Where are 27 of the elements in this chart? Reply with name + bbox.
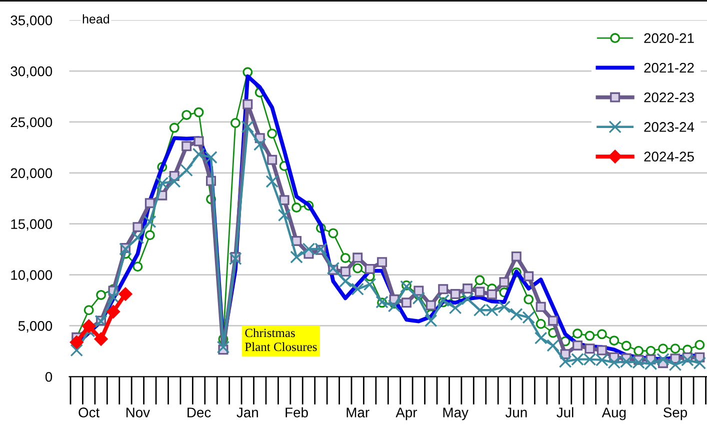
x-tick-label: May <box>443 408 468 420</box>
y-tick-label: 15,000 <box>11 219 52 231</box>
y-tick-label: 10,000 <box>11 270 52 282</box>
x-tick-label: Dec <box>188 408 211 418</box>
legend-label: 2023-24 <box>644 122 694 132</box>
legend-label: 2021-22 <box>644 62 694 73</box>
y-tick-label: 30,000 <box>10 66 52 78</box>
x-tick-label: Aug <box>602 408 626 420</box>
x-tick-label: Feb <box>286 407 308 418</box>
y-axis-title: head <box>82 14 110 24</box>
legend-label: 2022-23 <box>644 92 694 102</box>
x-tick-label: Sep <box>664 408 688 420</box>
x-tick-label: Nov <box>126 408 150 418</box>
x-tick-label: Mar <box>346 408 370 418</box>
legend-label: 2024-25 <box>644 152 694 162</box>
legend-label: 2020-21 <box>644 33 694 44</box>
x-tick-label: Apr <box>396 408 418 420</box>
x-tick-label: Oct <box>78 408 100 418</box>
y-tick-label: 5,000 <box>18 321 52 333</box>
annotation: Christmas Plant Closures <box>245 328 317 352</box>
y-tick-label: 20,000 <box>10 168 52 180</box>
x-tick-label: Jan <box>236 408 258 418</box>
y-tick-label: 25,000 <box>10 117 52 129</box>
x-tick-label: Jun <box>505 408 527 418</box>
x-tick-label: Jul <box>556 407 574 418</box>
y-tick-label: 35,000 <box>10 15 52 27</box>
y-tick-label: 0 <box>45 372 52 382</box>
